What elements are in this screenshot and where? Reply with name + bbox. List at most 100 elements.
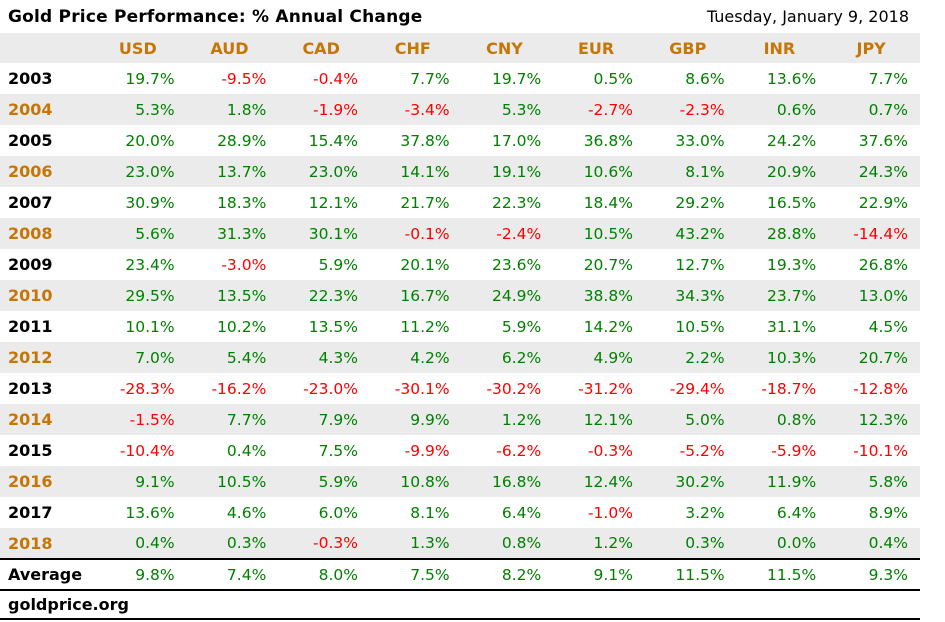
value-cell: 10.2% <box>217 317 267 336</box>
value-cell: -3.4% <box>404 100 450 119</box>
average-value-cell: 8.2% <box>501 565 542 584</box>
value-cell: 33.0% <box>675 131 725 150</box>
year-column-header <box>0 33 95 63</box>
value-cell: 10.5% <box>675 317 725 336</box>
value-cell: -2.7% <box>587 100 633 119</box>
value-cell: 6.2% <box>501 348 542 367</box>
average-value-cell: 9.3% <box>868 565 908 584</box>
value-cell: 12.3% <box>858 410 908 429</box>
year-label: 2014 <box>8 410 53 429</box>
value-cell: -1.5% <box>129 410 175 429</box>
table-row: 2012 7.0% 5.4% 4.3% 4.2% 6.2% 4.9% 2.2% 10.3% 20.… <box>0 342 920 373</box>
value-cell: 8.9% <box>868 503 908 522</box>
value-cell: 12.7% <box>675 255 725 274</box>
value-cell: 10.1% <box>125 317 175 336</box>
value-cell: 4.6% <box>226 503 267 522</box>
year-label: 2010 <box>8 286 53 305</box>
value-cell: 30.1% <box>308 224 358 243</box>
value-cell: 7.7% <box>868 69 908 88</box>
value-cell: -14.4% <box>853 224 908 243</box>
value-cell: -0.3% <box>587 441 633 460</box>
table-row: 2017 13.6% 4.6% 6.0% 8.1% 6.4% -1.0% 3.2% 6.4% 8.… <box>0 497 920 528</box>
value-cell: 18.3% <box>217 193 267 212</box>
value-cell: 0.7% <box>868 100 908 119</box>
value-cell: 10.5% <box>583 224 633 243</box>
value-cell: 6.4% <box>501 503 542 522</box>
value-cell: 0.4% <box>226 441 267 460</box>
value-cell: 7.5% <box>318 441 358 460</box>
value-cell: 10.3% <box>767 348 817 367</box>
value-cell: 12.1% <box>308 193 358 212</box>
value-cell: 10.5% <box>217 472 267 491</box>
year-label: 2015 <box>8 441 53 460</box>
average-value-cell: 9.1% <box>593 565 633 584</box>
value-cell: 11.9% <box>767 472 817 491</box>
value-cell: 21.7% <box>400 193 450 212</box>
table-row: 2010 29.5% 13.5% 22.3% 16.7% 24.9% 38.8% 34.3% 2… <box>0 280 920 311</box>
value-cell: 13.6% <box>125 503 175 522</box>
value-cell: 23.0% <box>308 162 358 181</box>
value-cell: 0.8% <box>776 410 817 429</box>
year-label: 2007 <box>8 193 53 212</box>
value-cell: 37.8% <box>400 131 450 150</box>
value-cell: -1.9% <box>312 100 358 119</box>
value-cell: 36.8% <box>583 131 633 150</box>
value-cell: 24.3% <box>858 162 908 181</box>
value-cell: 1.3% <box>410 534 450 552</box>
value-cell: -3.0% <box>221 255 267 274</box>
average-label: Average <box>8 565 83 584</box>
value-cell: -9.5% <box>221 69 267 88</box>
table-row: 2007 30.9% 18.3% 12.1% 21.7% 22.3% 18.4% 29.2% 1… <box>0 187 920 218</box>
value-cell: 23.6% <box>492 255 542 274</box>
value-cell: 23.4% <box>125 255 175 274</box>
table-row: 2013 -28.3% -16.2% -23.0% -30.1% -30.2% -31.2%… <box>0 373 920 404</box>
value-cell: 5.9% <box>318 472 358 491</box>
value-cell: 6.4% <box>776 503 817 522</box>
value-cell: -30.1% <box>394 379 450 398</box>
value-cell: 29.2% <box>675 193 725 212</box>
value-cell: 24.2% <box>767 131 817 150</box>
value-cell: 8.1% <box>685 162 725 181</box>
year-label: 2013 <box>8 379 53 398</box>
column-header-cad: CAD <box>278 33 370 63</box>
value-cell: 4.5% <box>868 317 908 336</box>
value-cell: 24.9% <box>492 286 542 305</box>
title-bar: Gold Price Performance: % Annual Change … <box>0 0 945 33</box>
value-cell: 22.3% <box>308 286 358 305</box>
date-label: Tuesday, January 9, 2018 <box>706 7 909 26</box>
year-label: 2018 <box>8 533 53 553</box>
year-label: 2009 <box>8 255 53 274</box>
value-cell: -29.4% <box>669 379 725 398</box>
value-cell: 23.0% <box>125 162 175 181</box>
value-cell: -31.2% <box>578 379 633 398</box>
value-cell: 19.7% <box>492 69 542 88</box>
value-cell: 11.2% <box>400 317 450 336</box>
column-header-usd: USD <box>95 33 187 63</box>
value-cell: 37.6% <box>858 131 908 150</box>
average-value-cell: 7.4% <box>226 565 267 584</box>
year-label: 2004 <box>8 100 53 119</box>
table-row: 2005 20.0% 28.9% 15.4% 37.8% 17.0% 36.8% 33.0% 2… <box>0 125 920 156</box>
value-cell: 18.4% <box>583 193 633 212</box>
footer-bar: goldprice.org <box>0 591 920 620</box>
value-cell: 28.9% <box>217 131 267 150</box>
value-cell: 29.5% <box>125 286 175 305</box>
year-label: 2011 <box>8 317 53 336</box>
value-cell: -12.8% <box>853 379 908 398</box>
value-cell: 38.8% <box>583 286 633 305</box>
value-cell: 0.4% <box>868 534 908 552</box>
value-cell: -10.1% <box>853 441 908 460</box>
value-cell: 31.3% <box>217 224 267 243</box>
value-cell: -5.9% <box>771 441 817 460</box>
value-cell: 20.9% <box>767 162 817 181</box>
value-cell: 30.9% <box>125 193 175 212</box>
table-row: 2009 23.4% -3.0% 5.9% 20.1% 23.6% 20.7% 12.7% 19… <box>0 249 920 280</box>
average-value-cell: 11.5% <box>767 565 817 584</box>
value-cell: 0.3% <box>685 534 725 552</box>
value-cell: 13.5% <box>308 317 358 336</box>
year-label: 2006 <box>8 162 53 181</box>
value-cell: -2.4% <box>496 224 542 243</box>
value-cell: 20.7% <box>858 348 908 367</box>
value-cell: 8.1% <box>410 503 450 522</box>
